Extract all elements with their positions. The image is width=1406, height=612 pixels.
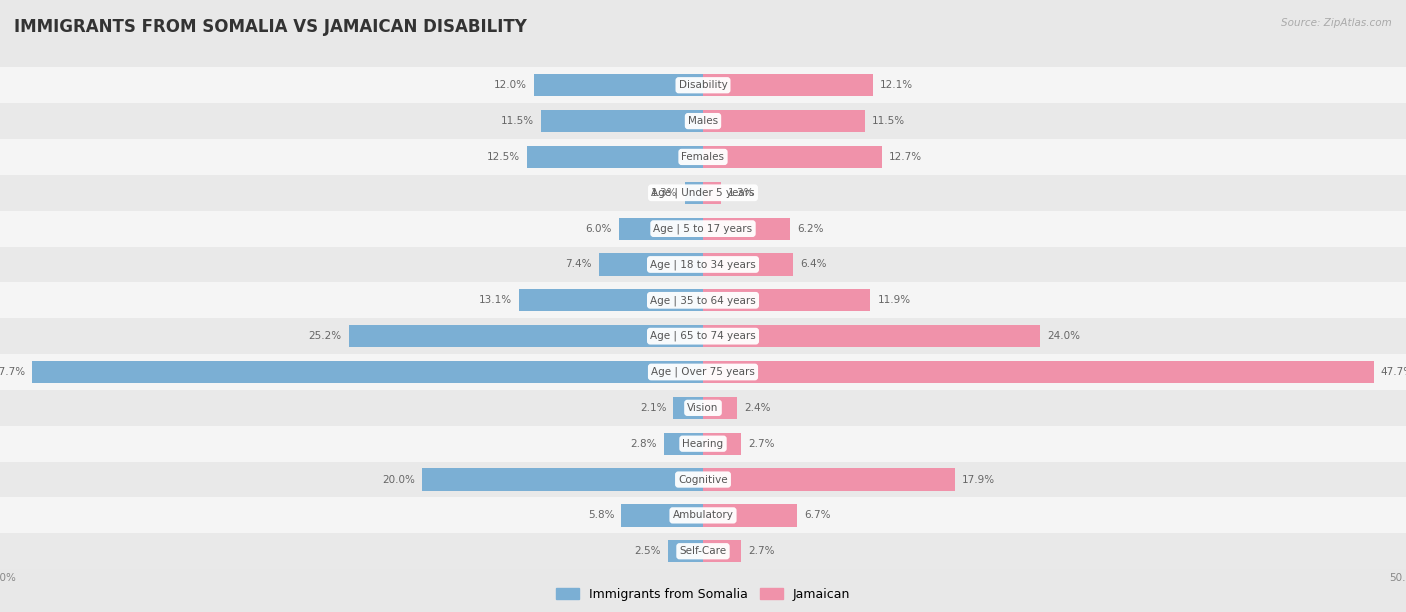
- Bar: [673, 397, 703, 419]
- FancyBboxPatch shape: [0, 67, 1406, 103]
- Bar: [703, 217, 790, 240]
- Text: Age | Over 75 years: Age | Over 75 years: [651, 367, 755, 377]
- Text: Cognitive: Cognitive: [678, 474, 728, 485]
- FancyBboxPatch shape: [0, 175, 1406, 211]
- Text: 11.5%: 11.5%: [501, 116, 534, 126]
- Text: 24.0%: 24.0%: [1047, 331, 1080, 341]
- Bar: [527, 146, 703, 168]
- FancyBboxPatch shape: [0, 103, 1406, 139]
- Text: 47.7%: 47.7%: [0, 367, 25, 377]
- FancyBboxPatch shape: [0, 426, 1406, 461]
- Text: IMMIGRANTS FROM SOMALIA VS JAMAICAN DISABILITY: IMMIGRANTS FROM SOMALIA VS JAMAICAN DISA…: [14, 18, 527, 36]
- FancyBboxPatch shape: [0, 282, 1406, 318]
- Text: Females: Females: [682, 152, 724, 162]
- Bar: [664, 433, 703, 455]
- Text: 6.4%: 6.4%: [800, 259, 827, 269]
- Text: 20.0%: 20.0%: [382, 474, 415, 485]
- Text: Source: ZipAtlas.com: Source: ZipAtlas.com: [1281, 18, 1392, 28]
- Text: 11.9%: 11.9%: [877, 296, 911, 305]
- Text: 6.2%: 6.2%: [797, 223, 824, 234]
- Bar: [519, 289, 703, 312]
- Text: 5.8%: 5.8%: [588, 510, 614, 520]
- FancyBboxPatch shape: [0, 533, 1406, 569]
- Bar: [541, 110, 703, 132]
- Bar: [703, 540, 741, 562]
- Bar: [703, 146, 882, 168]
- Text: 2.7%: 2.7%: [748, 547, 775, 556]
- Text: 2.1%: 2.1%: [640, 403, 666, 413]
- Text: Age | Under 5 years: Age | Under 5 years: [651, 187, 755, 198]
- Text: 12.5%: 12.5%: [486, 152, 520, 162]
- FancyBboxPatch shape: [0, 247, 1406, 282]
- Text: 6.7%: 6.7%: [804, 510, 831, 520]
- Text: 47.7%: 47.7%: [1381, 367, 1406, 377]
- Text: 25.2%: 25.2%: [308, 331, 342, 341]
- FancyBboxPatch shape: [0, 318, 1406, 354]
- Text: 1.3%: 1.3%: [728, 188, 755, 198]
- Text: Age | 18 to 34 years: Age | 18 to 34 years: [650, 259, 756, 270]
- Bar: [703, 397, 737, 419]
- Text: Ambulatory: Ambulatory: [672, 510, 734, 520]
- Bar: [349, 325, 703, 347]
- Legend: Immigrants from Somalia, Jamaican: Immigrants from Somalia, Jamaican: [551, 583, 855, 606]
- Bar: [703, 361, 1374, 383]
- Text: 6.0%: 6.0%: [585, 223, 612, 234]
- Bar: [703, 468, 955, 491]
- Bar: [599, 253, 703, 275]
- Text: Age | 5 to 17 years: Age | 5 to 17 years: [654, 223, 752, 234]
- Bar: [703, 289, 870, 312]
- FancyBboxPatch shape: [0, 139, 1406, 175]
- Bar: [619, 217, 703, 240]
- Text: Age | 65 to 74 years: Age | 65 to 74 years: [650, 331, 756, 341]
- Text: 12.1%: 12.1%: [880, 80, 914, 90]
- Text: 2.5%: 2.5%: [634, 547, 661, 556]
- Text: 2.8%: 2.8%: [630, 439, 657, 449]
- Text: 13.1%: 13.1%: [478, 296, 512, 305]
- Text: 2.4%: 2.4%: [744, 403, 770, 413]
- Bar: [685, 182, 703, 204]
- Text: Age | 35 to 64 years: Age | 35 to 64 years: [650, 295, 756, 305]
- Text: 11.5%: 11.5%: [872, 116, 905, 126]
- Bar: [703, 504, 797, 526]
- Bar: [621, 504, 703, 526]
- FancyBboxPatch shape: [0, 211, 1406, 247]
- Bar: [422, 468, 703, 491]
- Bar: [703, 433, 741, 455]
- Bar: [703, 74, 873, 96]
- FancyBboxPatch shape: [0, 354, 1406, 390]
- Bar: [703, 253, 793, 275]
- Bar: [703, 325, 1040, 347]
- Text: 1.3%: 1.3%: [651, 188, 678, 198]
- Text: Vision: Vision: [688, 403, 718, 413]
- Text: 12.7%: 12.7%: [889, 152, 922, 162]
- FancyBboxPatch shape: [0, 498, 1406, 533]
- Bar: [32, 361, 703, 383]
- Text: Males: Males: [688, 116, 718, 126]
- Text: Disability: Disability: [679, 80, 727, 90]
- Bar: [668, 540, 703, 562]
- Text: Self-Care: Self-Care: [679, 547, 727, 556]
- Text: 17.9%: 17.9%: [962, 474, 995, 485]
- Bar: [534, 74, 703, 96]
- Text: 2.7%: 2.7%: [748, 439, 775, 449]
- Text: 7.4%: 7.4%: [565, 259, 592, 269]
- Text: Hearing: Hearing: [682, 439, 724, 449]
- Bar: [703, 110, 865, 132]
- FancyBboxPatch shape: [0, 390, 1406, 426]
- Bar: [703, 182, 721, 204]
- FancyBboxPatch shape: [0, 461, 1406, 498]
- Text: 12.0%: 12.0%: [495, 80, 527, 90]
